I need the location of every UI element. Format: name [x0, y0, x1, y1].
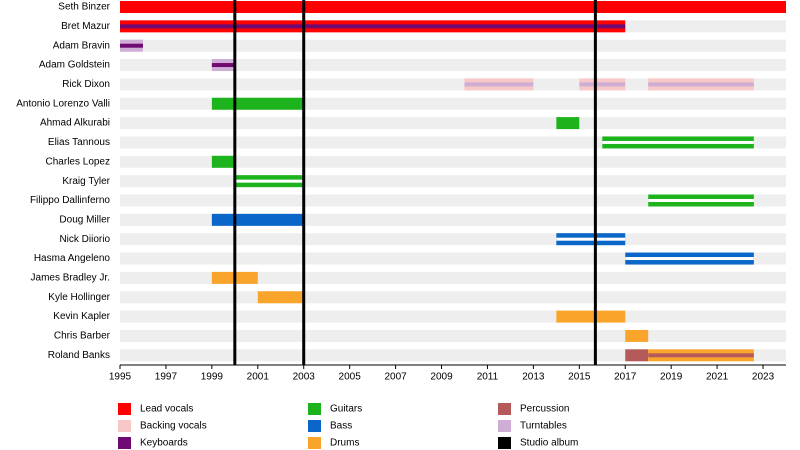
span-split — [648, 199, 754, 202]
row-background — [120, 329, 786, 342]
legend-swatch — [498, 420, 511, 432]
legend-swatch — [118, 420, 131, 432]
legend-swatch — [118, 437, 131, 449]
span-bar — [556, 310, 626, 323]
span-split — [625, 257, 754, 261]
span-stripe — [211, 63, 235, 68]
member-label: Hasma Angeleno — [34, 253, 111, 264]
member-label: Kevin Kapler — [53, 311, 110, 322]
span-stripe — [648, 82, 754, 87]
legend-label: Studio album — [520, 438, 578, 449]
member-label: Adam Goldstein — [39, 60, 110, 71]
row-background — [120, 194, 786, 207]
legend-label: Backing vocals — [140, 421, 207, 432]
row-background — [120, 155, 786, 168]
row-background — [120, 59, 786, 72]
x-tick-label: 2017 — [614, 372, 637, 383]
span-stripe — [120, 24, 626, 29]
span-stripe — [579, 82, 626, 87]
span-split — [556, 237, 626, 241]
row-background — [120, 39, 786, 52]
span-stripe — [120, 43, 143, 48]
member-label: James Bradley Jr. — [31, 273, 110, 284]
row-background — [120, 175, 786, 188]
member-label: Filippo Dallinferno — [30, 195, 110, 206]
legend-swatch — [308, 420, 321, 432]
member-label: Nick Diiorio — [59, 234, 110, 245]
member-label: Doug Miller — [59, 214, 110, 225]
span-stripe — [648, 353, 754, 358]
legend-swatch — [498, 437, 511, 449]
x-tick-label: 2007 — [384, 372, 407, 383]
member-label: Seth Binzer — [58, 2, 110, 13]
x-tick-label: 2023 — [752, 372, 775, 383]
member-label: Chris Barber — [54, 331, 111, 342]
x-tick-label: 2009 — [430, 372, 453, 383]
legend-swatch — [308, 403, 321, 415]
legend-swatch — [308, 437, 321, 449]
span-bar — [625, 329, 649, 342]
x-tick-label: 2013 — [522, 372, 545, 383]
x-tick-label: 2021 — [706, 372, 729, 383]
row-background — [120, 117, 786, 130]
row-background — [120, 310, 786, 323]
x-tick-label: 2019 — [660, 372, 683, 383]
member-label: Adam Bravin — [53, 40, 110, 51]
row-background — [120, 291, 786, 304]
member-label: Bret Mazur — [61, 21, 111, 32]
member-label: Antonio Lorenzo Valli — [16, 98, 110, 109]
legend-label: Drums — [330, 438, 359, 449]
x-tick-label: 2015 — [568, 372, 591, 383]
member-label: Charles Lopez — [46, 156, 110, 167]
legend-label: Keyboards — [140, 438, 188, 449]
row-background — [120, 349, 786, 362]
x-tick-label: 1999 — [201, 372, 224, 383]
member-label: Ahmad Alkurabi — [40, 118, 110, 129]
x-tick-label: 1995 — [109, 372, 132, 383]
x-tick-label: 2011 — [477, 372, 499, 383]
span-bar — [211, 155, 235, 168]
legend-label: Percussion — [520, 404, 569, 415]
legend-swatch — [498, 403, 511, 415]
span-bar — [556, 117, 580, 130]
span-bar — [625, 349, 649, 362]
span-split — [602, 140, 754, 144]
member-label: Roland Banks — [48, 350, 110, 361]
x-tick-label: 2001 — [247, 372, 270, 383]
legend-label: Turntables — [520, 421, 567, 432]
span-bar — [211, 97, 304, 110]
legend-label: Bass — [330, 421, 352, 432]
member-label: Elias Tannous — [48, 137, 110, 148]
span-bar — [120, 1, 786, 13]
member-label: Kraig Tyler — [62, 176, 110, 187]
x-tick-label: 1997 — [155, 372, 178, 383]
row-background — [120, 233, 786, 246]
row-background — [120, 252, 786, 265]
row-background — [120, 271, 786, 284]
legend-label: Guitars — [330, 404, 362, 415]
span-bar — [257, 291, 304, 304]
x-tick-label: 2003 — [293, 372, 316, 383]
span-bar — [211, 213, 304, 226]
member-label: Kyle Hollinger — [48, 292, 110, 303]
span-split — [234, 179, 304, 183]
legend-label: Lead vocals — [140, 404, 193, 415]
x-tick-label: 2005 — [339, 372, 362, 383]
span-stripe — [464, 82, 534, 87]
member-label: Rick Dixon — [62, 79, 110, 90]
legend-swatch — [118, 403, 131, 415]
